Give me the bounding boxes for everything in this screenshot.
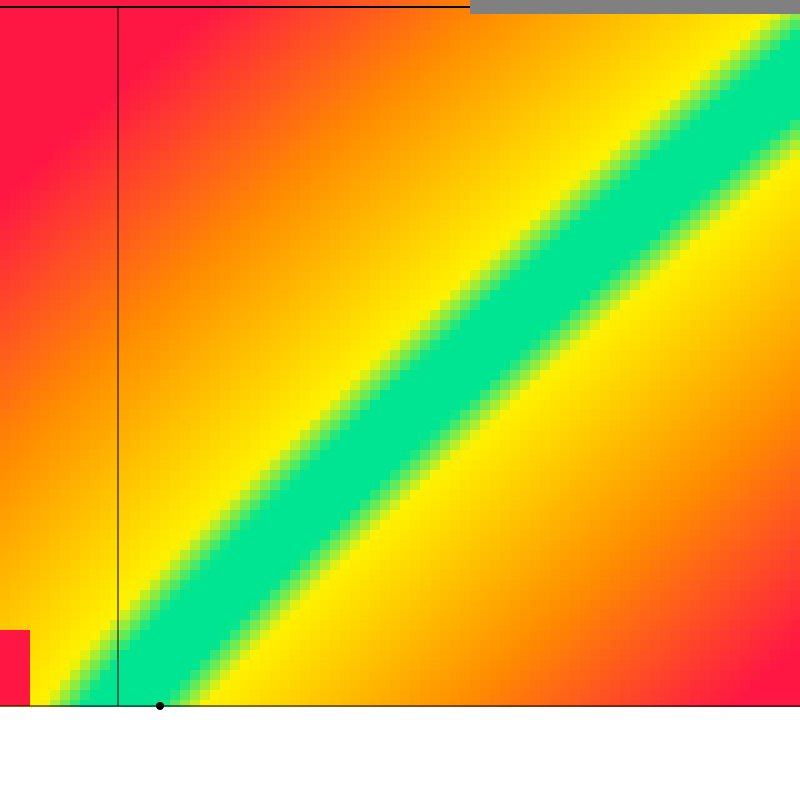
heatmap-canvas <box>0 0 800 800</box>
